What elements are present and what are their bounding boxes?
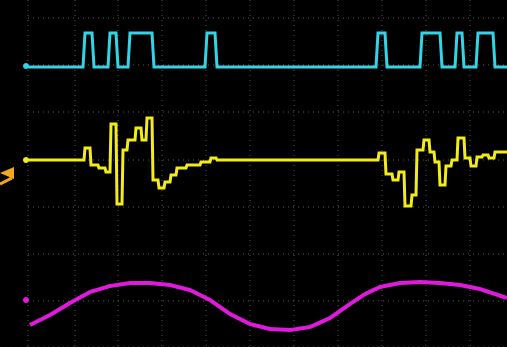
trigger-level-marker[interactable] bbox=[0, 167, 14, 179]
trigger-level-line bbox=[0, 176, 13, 186]
channel-2-trace bbox=[24, 116, 507, 208]
channel-3-trace bbox=[29, 279, 507, 333]
channel-1-trace bbox=[24, 31, 507, 69]
magenta-ground-marker-icon[interactable] bbox=[23, 297, 29, 303]
